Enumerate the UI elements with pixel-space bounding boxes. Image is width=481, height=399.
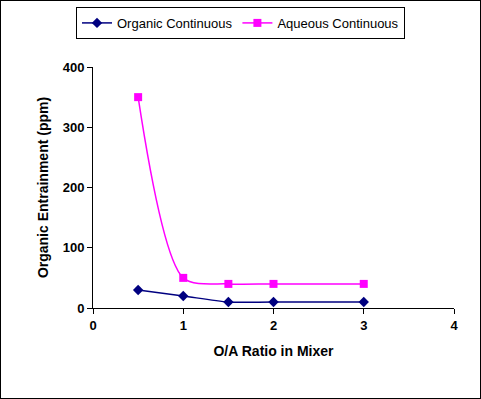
svg-text:1: 1	[180, 318, 187, 333]
svg-text:3: 3	[360, 318, 367, 333]
svg-text:0: 0	[77, 301, 84, 316]
svg-text:4: 4	[450, 318, 458, 333]
svg-text:Aqueous Continuous: Aqueous Continuous	[277, 16, 398, 31]
svg-text:400: 400	[63, 60, 85, 75]
svg-text:Organic Entrainment (ppm): Organic Entrainment (ppm)	[35, 97, 51, 278]
svg-text:0: 0	[89, 318, 96, 333]
svg-text:O/A Ratio in Mixer: O/A Ratio in Mixer	[213, 343, 334, 359]
svg-text:100: 100	[63, 240, 85, 255]
svg-text:2: 2	[270, 318, 277, 333]
svg-text:200: 200	[63, 180, 85, 195]
svg-text:Organic Continuous: Organic Continuous	[117, 16, 232, 31]
svg-text:300: 300	[63, 120, 85, 135]
